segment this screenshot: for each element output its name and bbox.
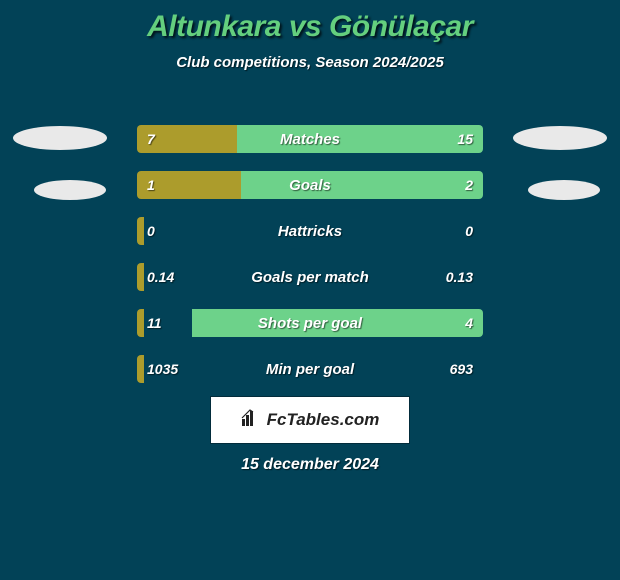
stat-label: Shots per goal (137, 309, 483, 337)
snapshot-date: 15 december 2024 (0, 456, 620, 474)
fctables-logo: FcTables.com (210, 396, 410, 444)
barchart-logo-icon (241, 409, 261, 432)
stats-bars: 715Matches 12Goals 00Hattricks 0.140.13Goal… (137, 125, 483, 401)
player1-photo-placeholder-top (13, 126, 107, 150)
player1-photo-placeholder-bottom (34, 180, 106, 200)
stat-label: Goals (137, 171, 483, 199)
vs-separator: vs (289, 10, 321, 43)
stat-row: 00Hattricks (137, 217, 483, 245)
stat-row: 12Goals (137, 171, 483, 199)
stat-label: Min per goal (137, 355, 483, 383)
player2-photo-placeholder-bottom (528, 180, 600, 200)
stat-row: 1035693Min per goal (137, 355, 483, 383)
player1-name: Altunkara (147, 10, 281, 43)
stat-row: 114Shots per goal (137, 309, 483, 337)
stat-row: 0.140.13Goals per match (137, 263, 483, 291)
player2-name: Gönülaçar (329, 10, 473, 43)
stat-label: Hattricks (137, 217, 483, 245)
player2-photo-placeholder-top (513, 126, 607, 150)
stat-label: Matches (137, 125, 483, 153)
logo-text: FcTables.com (267, 410, 380, 430)
stat-row: 715Matches (137, 125, 483, 153)
stat-label: Goals per match (137, 263, 483, 291)
comparison-title: Altunkara vs Gönülaçar (0, 0, 620, 44)
competition-subtitle: Club competitions, Season 2024/2025 (0, 54, 620, 71)
